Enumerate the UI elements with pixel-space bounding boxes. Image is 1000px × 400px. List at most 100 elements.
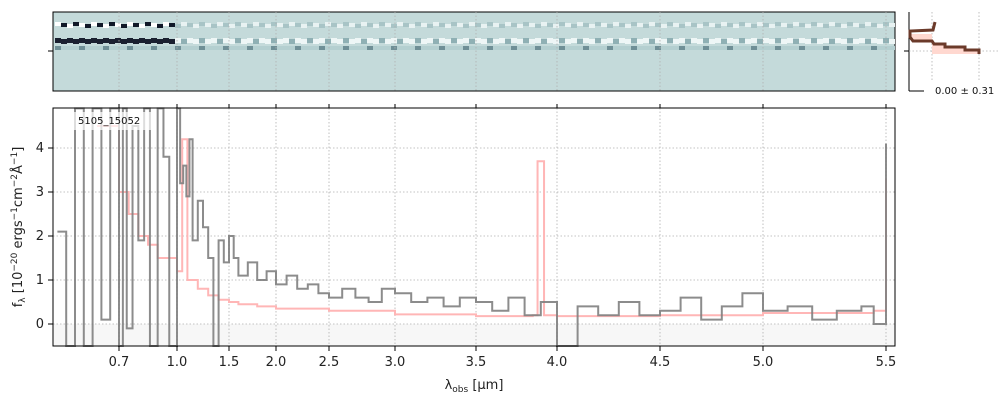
twod-pixel [151,38,157,43]
twod-pixel [133,23,139,27]
twod-pixel [265,24,271,28]
twod-pixel [775,46,781,50]
twod-pixel [163,22,169,26]
twod-pixel [643,24,649,28]
x-tick-label: 1.0 [167,355,188,370]
twod-pixel [379,46,385,50]
twod-pixel [349,39,355,44]
twod-pixel [229,24,235,28]
twod-pixel [301,46,307,50]
twod-pixel [121,46,127,50]
twod-pixel [667,46,673,50]
twod-pixel [805,46,811,50]
twod-pixel [457,46,463,50]
twod-pixel [181,46,187,50]
twod-pixel [697,39,703,44]
twod-pixel [571,38,577,43]
twod-pixel [187,46,193,50]
twod-pixel [457,23,463,27]
twod-pixel [241,39,247,44]
twod-pixel [217,39,223,44]
twod-pixel [847,38,853,43]
twod-pixel [643,46,649,50]
model-spectrum-line [97,125,887,318]
twod-pixel [361,22,367,26]
twod-pixel [805,39,811,44]
twod-pixel [709,46,715,50]
twod-pixel [877,39,883,44]
label-box [72,112,152,130]
twod-pixel [271,22,277,26]
twod-pixel [787,46,793,50]
twod-pixel [691,38,697,43]
twod-pixel [175,38,181,43]
twod-pixel [349,23,355,27]
twod-pixel [427,24,433,28]
twod-pixel [739,22,745,26]
twod-pixel [859,38,865,43]
twod-pixel [391,46,397,50]
twod-pixel [679,46,685,50]
twod-pixel [391,24,397,28]
twod-pixel [619,46,625,50]
twod-pixel [607,24,613,28]
twod-pixel [277,23,283,27]
twod-pixel [541,46,547,50]
twod-pixel [637,39,643,44]
twod-pixel [835,46,841,50]
twod-pixel [103,46,109,50]
twod-pixel [271,46,277,50]
twod-pixel [583,46,589,50]
twod-pixel [649,22,655,26]
twod-pixel [811,46,817,50]
twod-pixel [217,46,223,50]
twod-pixel [577,22,583,26]
twod-pixel [325,39,331,44]
twod-pixel [445,46,451,50]
x-tick-label: 0.7 [109,355,130,370]
twod-pixel [877,24,883,28]
x-tick-label: 4.5 [650,355,671,370]
twod-pixel [421,46,427,50]
twod-pixel [235,22,241,26]
twod-pixel [127,22,133,26]
twod-pixel [871,38,877,43]
twod-pixel [391,38,397,43]
twod-pixel [127,38,133,43]
twod-pixel [787,24,793,28]
twod-pixel [175,24,181,28]
twod-pixel [259,46,265,50]
twod-pixel [175,46,181,50]
twod-pixel [583,23,589,27]
twod-pixel [115,46,121,50]
twod-pixel [211,24,217,28]
twod-pixel [889,39,895,44]
twod-pixel [553,46,559,50]
twod-pixel [865,39,871,44]
twod-pixel [859,46,865,50]
twod-pixel [463,46,469,50]
twod-pixel [739,38,745,43]
twod-pixel [181,39,187,44]
twod-pixel [595,22,601,26]
negative-region [53,324,895,346]
twod-pixel [421,23,427,27]
twod-pixel [421,39,427,44]
twod-pixel [559,46,565,50]
twod-pixel [205,46,211,50]
twod-pixel [79,23,85,27]
profile-panel: 0.00 ± 0.31 [904,12,998,97]
twod-pixel [889,23,895,27]
twod-pixel [379,38,385,43]
twod-pixel [451,38,457,43]
twod-pixel [67,24,73,28]
twod-pixel [415,38,421,43]
twod-pixel [361,39,367,44]
twod-pixel [61,46,67,50]
twod-pixel [307,22,313,26]
twod-pixel [103,38,109,43]
twod-pixel [145,22,151,26]
twod-pixel [187,38,193,43]
twod-pixel [139,38,145,43]
